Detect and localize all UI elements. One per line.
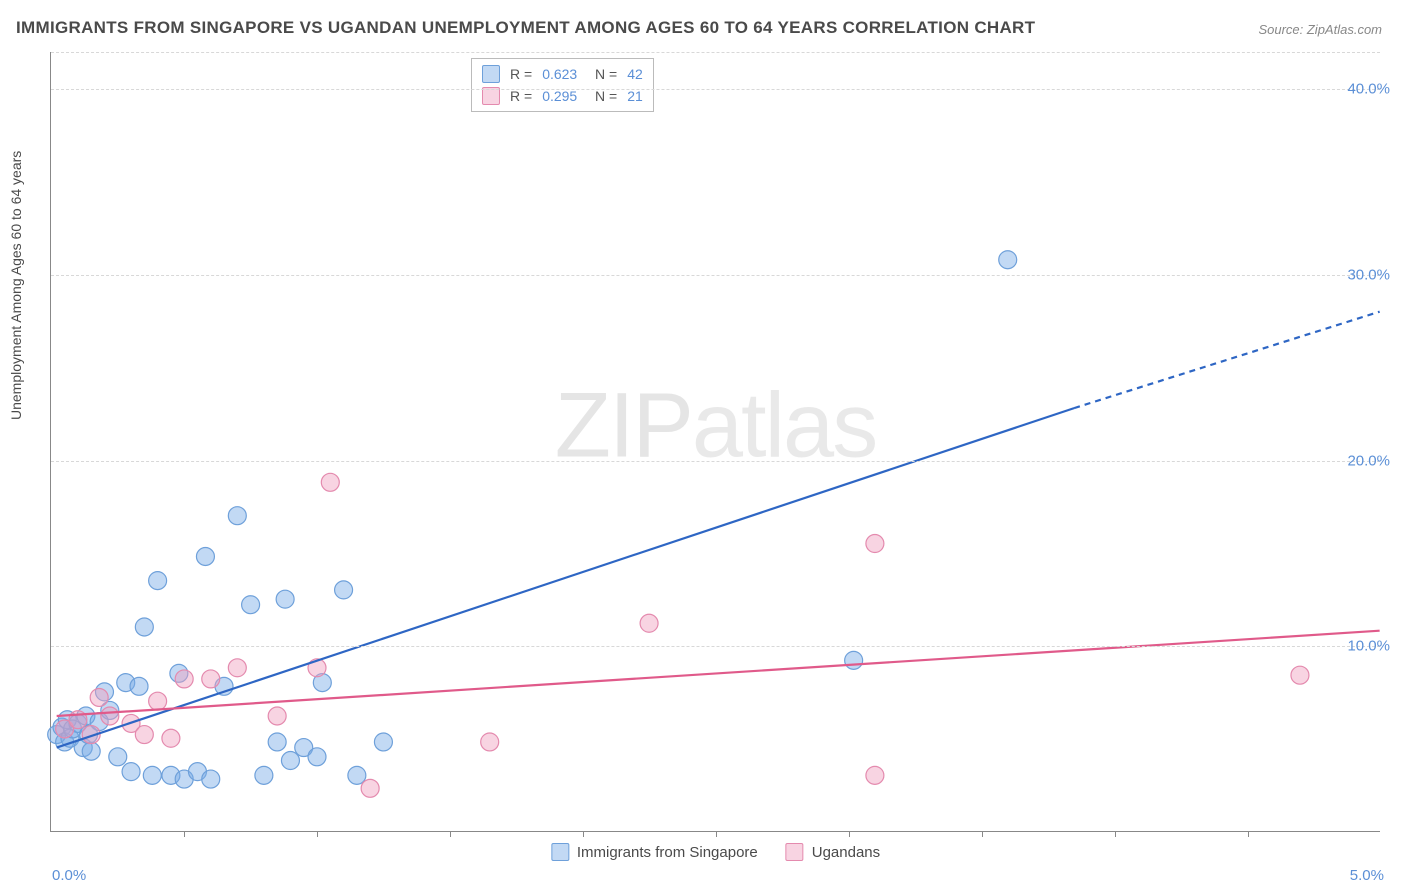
y-tick-label: 10.0% xyxy=(1347,638,1390,655)
data-point xyxy=(122,763,140,781)
swatch-blue-icon xyxy=(551,843,569,861)
x-tick-mark xyxy=(583,831,584,837)
data-point xyxy=(999,251,1017,269)
data-point xyxy=(866,766,884,784)
data-point xyxy=(374,733,392,751)
x-tick-mark xyxy=(716,831,717,837)
gridline xyxy=(51,461,1380,462)
gridline xyxy=(51,646,1380,647)
x-tick-mark xyxy=(1115,831,1116,837)
x-tick-mark xyxy=(1248,831,1249,837)
data-point xyxy=(135,726,153,744)
y-tick-label: 30.0% xyxy=(1347,266,1390,283)
data-point xyxy=(196,548,214,566)
gridline xyxy=(51,275,1380,276)
data-point xyxy=(1291,666,1309,684)
data-point xyxy=(90,688,108,706)
source-attribution: Source: ZipAtlas.com xyxy=(1258,22,1382,37)
data-point xyxy=(202,670,220,688)
data-point xyxy=(82,742,100,760)
data-point xyxy=(228,659,246,677)
data-point xyxy=(281,752,299,770)
legend-item-singapore: Immigrants from Singapore xyxy=(551,843,758,861)
data-point xyxy=(162,729,180,747)
data-point xyxy=(149,692,167,710)
data-point xyxy=(268,733,286,751)
data-point xyxy=(135,618,153,636)
data-point xyxy=(175,670,193,688)
data-point xyxy=(255,766,273,784)
x-tick-mark xyxy=(317,831,318,837)
data-point xyxy=(348,766,366,784)
x-tick-mark xyxy=(450,831,451,837)
trend-line xyxy=(57,631,1380,716)
data-point xyxy=(640,614,658,632)
trend-line xyxy=(57,408,1074,747)
swatch-pink-icon xyxy=(786,843,804,861)
x-tick-mark xyxy=(184,831,185,837)
data-point xyxy=(276,590,294,608)
data-point xyxy=(101,707,119,725)
scatter-svg xyxy=(51,52,1380,831)
data-point xyxy=(242,596,260,614)
data-point xyxy=(845,651,863,669)
x-tick-min: 0.0% xyxy=(52,867,86,884)
data-point xyxy=(228,507,246,525)
y-tick-label: 40.0% xyxy=(1347,81,1390,98)
data-point xyxy=(335,581,353,599)
data-point xyxy=(109,748,127,766)
y-axis-label: Unemployment Among Ages 60 to 64 years xyxy=(8,151,24,420)
x-tick-max: 5.0% xyxy=(1350,867,1384,884)
gridline xyxy=(51,52,1380,53)
data-point xyxy=(149,572,167,590)
x-tick-mark xyxy=(849,831,850,837)
data-point xyxy=(130,677,148,695)
legend-item-ugandans: Ugandans xyxy=(786,843,880,861)
y-tick-label: 20.0% xyxy=(1347,452,1390,469)
legend-label-singapore: Immigrants from Singapore xyxy=(577,844,758,861)
data-point xyxy=(866,535,884,553)
data-point xyxy=(202,770,220,788)
data-point xyxy=(268,707,286,725)
data-point xyxy=(321,473,339,491)
data-point xyxy=(481,733,499,751)
data-point xyxy=(143,766,161,784)
data-point xyxy=(361,779,379,797)
plot-area: ZIPatlas R = 0.623 N = 42 R = 0.295 N = … xyxy=(50,52,1380,832)
gridline xyxy=(51,89,1380,90)
legend-label-ugandans: Ugandans xyxy=(812,844,880,861)
trend-line-extrapolated xyxy=(1074,312,1380,408)
series-legend: Immigrants from Singapore Ugandans xyxy=(551,843,880,861)
x-tick-mark xyxy=(982,831,983,837)
chart-title: IMMIGRANTS FROM SINGAPORE VS UGANDAN UNE… xyxy=(16,18,1035,38)
data-point xyxy=(308,748,326,766)
